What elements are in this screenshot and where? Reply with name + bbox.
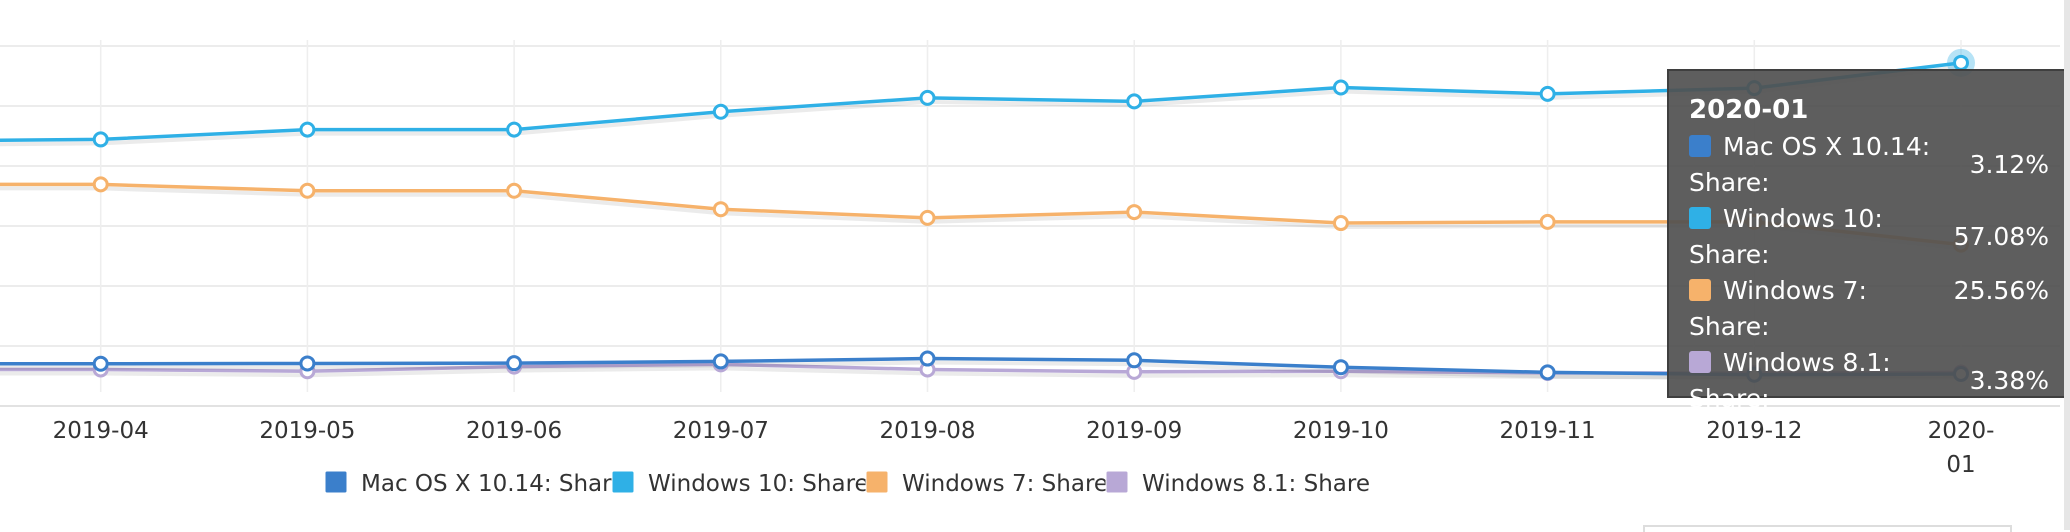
legend-item[interactable]: Windows 10: Share: [611, 470, 869, 497]
tooltip-swatch: [1689, 351, 1711, 373]
x-tick-label: 2019-04: [53, 418, 149, 444]
tooltip-row-label: Windows 7: Share:: [1689, 273, 1954, 345]
tooltip-row-value: 3.12%: [1969, 150, 2049, 179]
data-point[interactable]: [92, 355, 109, 372]
legend-label: Windows 7: Share: [902, 471, 1108, 497]
data-point[interactable]: [506, 182, 523, 199]
data-point[interactable]: [1539, 364, 1556, 381]
data-point[interactable]: [712, 201, 729, 218]
data-point[interactable]: [1953, 54, 1969, 71]
x-tick-label: 2019-12: [1706, 418, 1802, 444]
data-point[interactable]: [712, 103, 729, 120]
legend-label: Windows 8.1: Share: [1142, 471, 1370, 497]
data-point[interactable]: [1332, 79, 1349, 96]
data-point[interactable]: [1126, 352, 1143, 369]
series-2: [0, 176, 1969, 253]
legend-swatch: [1105, 470, 1129, 494]
data-point[interactable]: [1126, 93, 1143, 110]
data-point[interactable]: [92, 131, 109, 148]
x-tick-label: 2019-10: [1293, 418, 1389, 444]
tooltip-label-line2: Share:: [1689, 240, 1770, 269]
tooltip-label-line1: Windows 8.1:: [1723, 348, 1891, 377]
tooltip-row-label: Mac OS X 10.14: Share:: [1689, 129, 1961, 201]
tooltip-label-line2: Share:: [1689, 168, 1770, 197]
data-point[interactable]: [1332, 215, 1349, 232]
data-point[interactable]: [919, 89, 936, 106]
x-axis-ticks: 2019-04 2019-05 2019-06 2019-07 2019-08 2019-…: [53, 418, 1995, 478]
legend-swatch: [324, 470, 348, 494]
tooltip-swatch: [1689, 207, 1711, 229]
x-tick-label: 2019-11: [1500, 418, 1596, 444]
data-point[interactable]: [1539, 85, 1556, 102]
tooltip-rows: Mac OS X 10.14: Share: 3.12% Windows 10: Sha…: [1689, 129, 2049, 417]
tooltip-label-line1: Mac OS X 10.14:: [1723, 132, 1931, 161]
legend-swatch: [865, 470, 889, 494]
data-point[interactable]: [1539, 213, 1556, 230]
chart-legend[interactable]: Mac OS X 10.14: Share Windows 10: Share Wi…: [324, 470, 1370, 497]
data-point[interactable]: [919, 350, 936, 367]
x-tick-label: 2019-08: [879, 418, 975, 444]
tooltip-row: Windows 8.1: Share: 3.38%: [1689, 345, 2049, 417]
x-tick-label: 2019-06: [466, 418, 562, 444]
data-point[interactable]: [712, 353, 729, 370]
tooltip-row-label: Windows 8.1: Share:: [1689, 345, 1961, 417]
data-point[interactable]: [92, 176, 109, 193]
chart-tooltip: 2020-01 Mac OS X 10.14: Share: 3.12% Window…: [1667, 69, 2067, 413]
tooltip-swatch: [1689, 279, 1711, 301]
tooltip-label-line1: Windows 10:: [1723, 204, 1883, 233]
legend-item[interactable]: Mac OS X 10.14: Share: [324, 470, 625, 497]
data-point[interactable]: [506, 121, 523, 138]
tooltip-title: 2020-01: [1689, 95, 1809, 125]
data-point[interactable]: [1332, 359, 1349, 376]
search-box[interactable]: [1643, 525, 2012, 532]
legend-item[interactable]: Windows 7: Share: [865, 470, 1108, 497]
legend-label: Windows 10: Share: [648, 471, 869, 497]
data-point[interactable]: [299, 121, 316, 138]
tooltip-row-value: 25.56%: [1953, 276, 2049, 305]
scrollbar[interactable]: [2064, 0, 2070, 530]
tooltip-label-line2: Share:: [1689, 384, 1770, 413]
tooltip-row-value: 3.38%: [1969, 366, 2049, 395]
tooltip-row: Windows 7: Share: 25.56%: [1689, 273, 2049, 345]
data-point[interactable]: [299, 182, 316, 199]
data-point[interactable]: [299, 355, 316, 372]
tooltip-row-label: Windows 10: Share:: [1689, 201, 1954, 273]
legend-label: Mac OS X 10.14: Share: [361, 471, 625, 497]
data-point[interactable]: [919, 209, 936, 226]
series-0: [0, 350, 1969, 383]
data-point[interactable]: [506, 355, 523, 372]
tooltip-label-line1: Windows 7: Share:: [1689, 276, 1867, 341]
tooltip-swatch: [1689, 135, 1711, 157]
tooltip-row: Mac OS X 10.14: Share: 3.12%: [1689, 129, 2049, 201]
x-tick-label: 2019-07: [673, 418, 769, 444]
legend-item[interactable]: Windows 8.1: Share: [1105, 470, 1370, 497]
x-tick-label: 2019-09: [1086, 418, 1182, 444]
x-tick-label: 2020-01: [1928, 418, 1995, 478]
legend-swatch: [611, 470, 635, 494]
x-tick-label: 2019-05: [259, 418, 355, 444]
tooltip-row: Windows 10: Share: 57.08%: [1689, 201, 2049, 273]
tooltip-row-value: 57.08%: [1953, 222, 2049, 251]
data-point[interactable]: [1126, 204, 1143, 221]
